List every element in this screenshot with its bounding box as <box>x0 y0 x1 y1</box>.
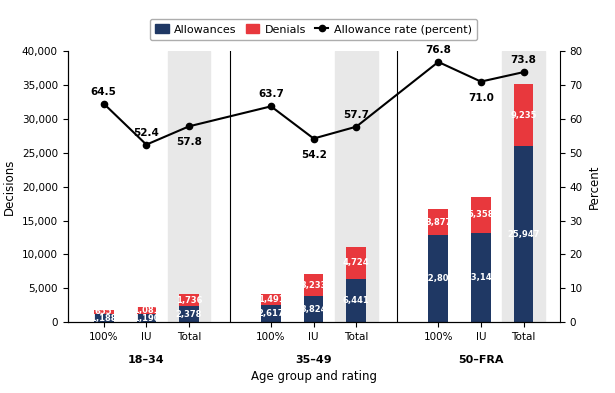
Bar <box>471 197 491 233</box>
Bar <box>429 209 448 235</box>
Text: 54.2: 54.2 <box>301 150 327 160</box>
Bar <box>137 314 156 322</box>
Text: 1,190: 1,190 <box>133 314 160 323</box>
Bar <box>346 279 366 322</box>
Text: 1,188: 1,188 <box>90 314 117 323</box>
Y-axis label: Percent: Percent <box>588 164 601 209</box>
Bar <box>179 306 199 322</box>
Bar <box>179 294 199 306</box>
Text: 2,378: 2,378 <box>176 310 202 319</box>
Bar <box>261 305 281 322</box>
Y-axis label: Decisions: Decisions <box>3 158 16 215</box>
Text: 57.8: 57.8 <box>176 138 202 147</box>
Text: 63.7: 63.7 <box>258 89 284 99</box>
Bar <box>514 84 533 146</box>
Text: 73.8: 73.8 <box>510 55 536 65</box>
Bar <box>168 51 210 322</box>
Text: 3,877: 3,877 <box>425 218 451 227</box>
Text: 9,235: 9,235 <box>510 110 537 119</box>
Text: 1,736: 1,736 <box>176 296 202 305</box>
Text: 18–34: 18–34 <box>128 355 165 365</box>
Bar <box>346 246 366 279</box>
Text: 3,233: 3,233 <box>301 281 327 290</box>
Bar <box>94 310 114 314</box>
Text: 12,804: 12,804 <box>422 274 454 283</box>
Bar <box>304 274 323 296</box>
Text: 57.7: 57.7 <box>343 110 369 120</box>
Text: 1,491: 1,491 <box>258 295 284 304</box>
X-axis label: Age group and rating: Age group and rating <box>251 370 376 383</box>
Text: 2,617: 2,617 <box>258 309 284 318</box>
Text: 4,724: 4,724 <box>343 258 370 267</box>
Bar <box>137 307 156 314</box>
Text: 5,358: 5,358 <box>467 211 494 220</box>
Text: 13,143: 13,143 <box>465 273 497 282</box>
Text: 71.0: 71.0 <box>468 93 494 103</box>
Text: 35–49: 35–49 <box>295 355 332 365</box>
Text: 655: 655 <box>95 307 113 316</box>
Text: 25,947: 25,947 <box>507 230 540 239</box>
Bar <box>261 294 281 305</box>
Text: 1,081: 1,081 <box>133 306 160 315</box>
Bar <box>304 296 323 322</box>
Legend: Allowances, Denials, Allowance rate (percent): Allowances, Denials, Allowance rate (per… <box>150 19 477 40</box>
Bar <box>502 51 545 322</box>
Text: 64.5: 64.5 <box>91 87 117 97</box>
Text: 76.8: 76.8 <box>426 45 451 55</box>
Text: 52.4: 52.4 <box>133 128 159 138</box>
Bar <box>514 146 533 322</box>
Text: 50–FRA: 50–FRA <box>458 355 504 365</box>
Text: 3,824: 3,824 <box>300 305 327 314</box>
Bar <box>94 314 114 322</box>
Text: 6,441: 6,441 <box>343 296 370 305</box>
Bar <box>335 51 378 322</box>
Bar <box>471 233 491 322</box>
Bar <box>429 235 448 322</box>
